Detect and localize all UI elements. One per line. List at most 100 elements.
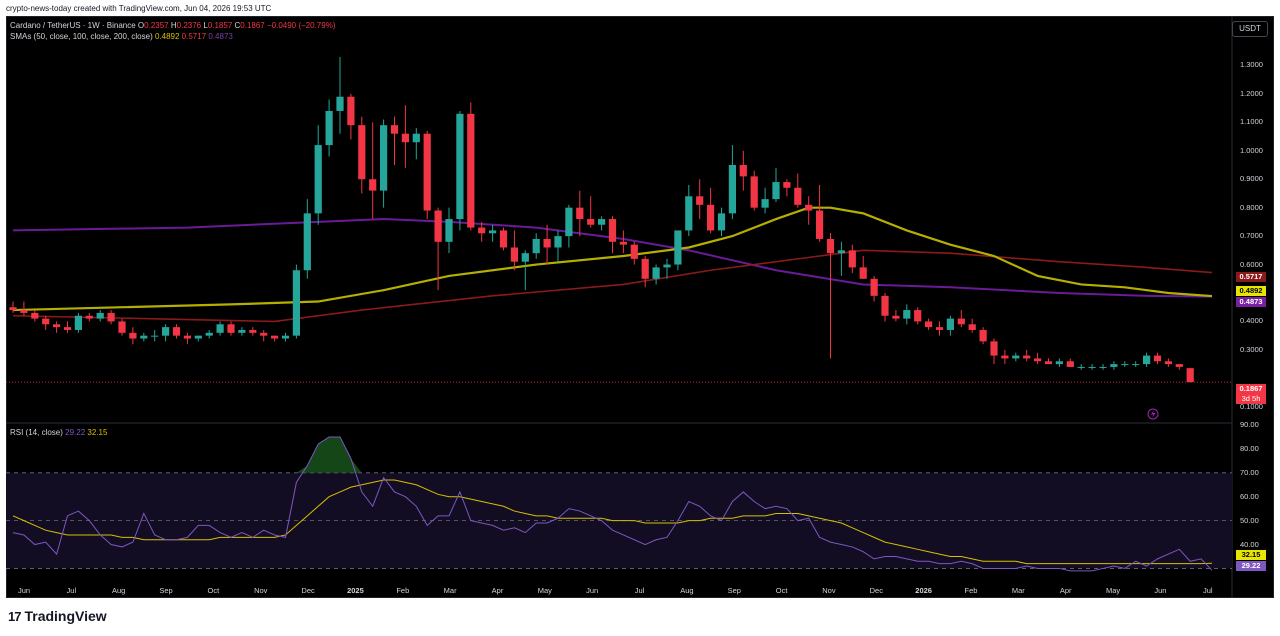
candle-body [1055,361,1063,365]
price-axis-label: 0.9000 [1240,174,1263,184]
candle-body [957,318,965,325]
rsi-axis-label: 60.00 [1240,491,1259,501]
candle-body [194,335,202,339]
time-axis-label: Nov [254,586,268,595]
rsi-axis-label: 70.00 [1240,467,1259,477]
candle-body [1143,355,1151,365]
candle-body [892,315,900,319]
candle-body [260,332,268,336]
candle-body [521,253,529,262]
time-axis-label: Oct [775,586,788,595]
symbol-legend[interactable]: Cardano / TetherUS · 1W · Binance O0.235… [10,21,335,30]
candle-body [140,335,148,339]
candle-body [325,110,333,146]
candle-body [358,125,366,180]
candle-body [1132,364,1140,366]
candle-body [935,327,944,330]
candle-body [663,264,671,268]
time-axis-label: Feb [396,586,410,595]
candle-body [979,329,987,342]
rsi-label: RSI (14, close) [10,428,63,437]
last-price-tag: 0.1867 [1236,384,1266,394]
price-axis-label: 1.3000 [1240,60,1263,70]
candle-body [990,341,998,356]
sma50-value: 0.4892 [154,32,180,41]
candle-body [728,165,736,214]
candle-body [1066,361,1074,367]
currency-button[interactable]: USDT [1232,21,1268,37]
sma-legend[interactable]: SMAs (50, close, 100, close, 200, close)… [10,32,233,41]
candle-body [271,335,279,339]
candle-body [380,125,388,191]
rsi-value: 29.22 [65,428,86,437]
rsi-legend[interactable]: RSI (14, close) 29.22 32.15 [10,428,107,437]
candle-body [641,258,649,279]
close-label: C [234,21,241,30]
candle-body [1044,361,1053,365]
candle-body [870,278,878,296]
candle-body [445,219,453,242]
candle-body [707,204,715,231]
time-axis-label: Apr [1059,586,1072,595]
candle-body [249,329,257,333]
chart-caption: crypto-news-today created with TradingVi… [6,4,272,13]
rsi-ma-line [12,479,1213,565]
candle-body [456,113,464,220]
candle-body [227,324,235,333]
sma-label: SMAs (50, close, 100, close, 200, close) [10,32,153,41]
candle-body [9,307,17,311]
sma50-price-tag: 0.4892 [1236,286,1266,296]
candle-body [598,219,606,225]
sma200-line [12,218,1213,298]
price-axis-label: 0.7000 [1240,231,1263,241]
candle-body [107,312,115,322]
price-axis-label: 0.3000 [1240,344,1263,354]
candle-body [946,318,954,330]
tradingview-mark-icon: 17 [8,608,22,624]
rsi-ma-tag: 32.15 [1236,550,1266,560]
time-axis-label: Jun [1154,586,1167,595]
candle-body [1034,358,1042,362]
candle-body [1099,366,1107,368]
candle-body [608,219,617,242]
candle-body [576,207,584,220]
sma100-value: 0.5717 [181,32,207,41]
candle-body [129,332,137,339]
candle-body [543,238,551,248]
time-axis-label: May [537,586,552,595]
candle-body [837,250,845,254]
candle-body [1110,364,1118,367]
candle-body [532,238,540,254]
candle-body [53,324,61,328]
time-axis-label: Sep [159,586,173,595]
time-axis-label: Jun [586,586,599,595]
candle-body [96,312,104,319]
price-axis-label: 1.1000 [1240,117,1263,127]
symbol-name: Cardano / TetherUS · 1W · Binance [10,21,136,30]
time-axis-label: 2025 [347,586,364,595]
candle-body [903,310,911,319]
price-axis-label: 0.8000 [1240,202,1263,212]
candle-body [1175,364,1183,367]
candle-body [717,213,726,231]
candle-body [859,267,867,279]
candle-body [205,332,213,336]
candle-body [1001,355,1009,359]
tradingview-logo[interactable]: 17 TradingView [8,608,107,624]
countdown-tag: 3d 5h [1236,394,1266,404]
brand-name: TradingView [24,608,107,624]
time-axis-label: Dec [869,586,883,595]
time-axis-label: Nov [822,586,836,595]
candle-body [1088,366,1096,368]
sma100-price-tag: 0.5717 [1236,272,1266,282]
candle-body [303,213,311,271]
lightning-icon [1147,408,1159,420]
candle-body [968,324,976,330]
candle-body [63,327,72,330]
candle-body [478,227,486,234]
price-axis-label: 1.2000 [1240,88,1263,98]
candle-body [805,204,813,211]
candle-body [31,312,39,319]
rsi-axis-label: 80.00 [1240,443,1259,453]
